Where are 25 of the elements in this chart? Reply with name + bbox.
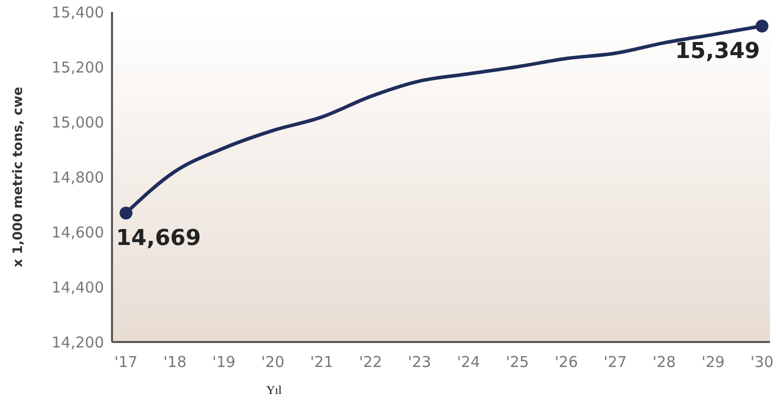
y-tick-label: 15,200	[52, 58, 104, 76]
x-tick-label: '30	[750, 353, 774, 371]
y-tick-label: 14,600	[52, 223, 104, 242]
data-label: 14,669	[116, 226, 201, 252]
y-tick-label: 14,400	[52, 278, 104, 296]
y-tick-label: 14,800	[52, 168, 104, 186]
x-tick-label: '25	[506, 353, 529, 371]
x-tick-label: '26	[554, 353, 578, 371]
x-axis-title: Yıl	[266, 383, 282, 397]
x-tick-label: '29	[701, 353, 725, 371]
x-tick-label: '19	[212, 353, 236, 371]
x-tick-label: '22	[359, 353, 382, 371]
y-tick-label: 14,200	[52, 333, 104, 352]
x-tick-label: '18	[163, 353, 187, 371]
x-tick-label: '21	[310, 353, 334, 371]
x-tick-label: '20	[261, 353, 284, 371]
x-tick-label: '28	[652, 353, 676, 371]
x-tick-label: '24	[456, 353, 480, 371]
x-tick-label: '27	[604, 353, 627, 371]
y-tick-label: 15,000	[52, 113, 104, 132]
y-axis-title: x 1,000 metric tons, cwe	[11, 86, 26, 268]
y-tick-label: 15,400	[52, 3, 104, 22]
data-label: 15,349	[675, 39, 760, 64]
x-tick-label: '23	[408, 353, 432, 371]
x-tick-label: '17	[114, 353, 138, 371]
